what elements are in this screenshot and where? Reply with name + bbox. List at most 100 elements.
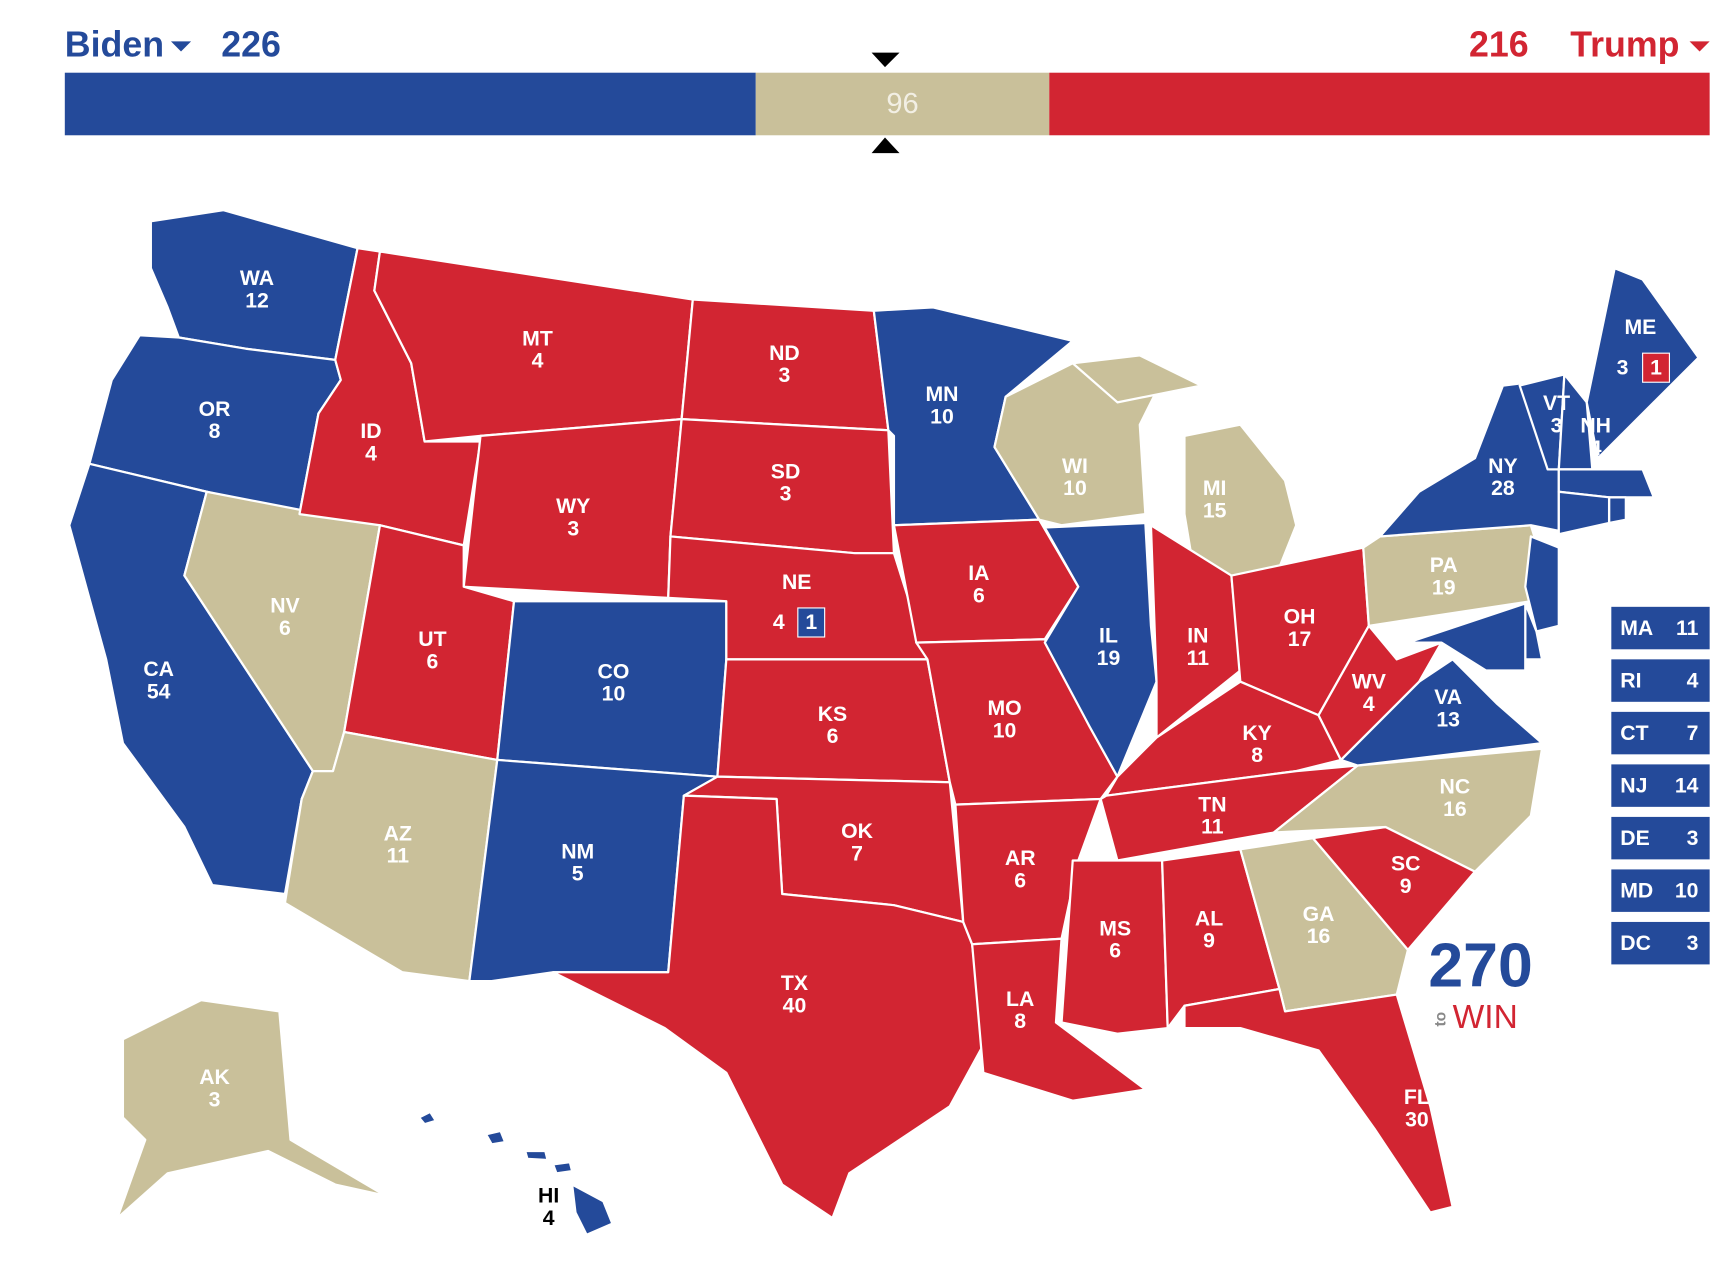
state-shape <box>1183 987 1454 1214</box>
state-abbr: MO <box>987 697 1021 720</box>
state-abbr: KS <box>818 703 847 726</box>
state-votes: 6 <box>973 584 985 607</box>
state-abbr: ND <box>769 342 800 365</box>
state-votes: 10 <box>930 406 954 429</box>
small-state-box <box>1611 869 1710 912</box>
small-state-abbr: MD <box>1620 879 1653 902</box>
state-shape <box>1607 496 1627 525</box>
state-votes: 30 <box>1405 1108 1429 1131</box>
small-state-votes: 3 <box>1687 827 1699 850</box>
state-shape <box>116 999 387 1220</box>
state-shape <box>1060 859 1169 1035</box>
state-abbr: WA <box>240 267 274 290</box>
state-shape <box>1071 354 1203 404</box>
small-state-votes: 3 <box>1687 932 1699 955</box>
state-abbr: TN <box>1198 793 1226 816</box>
district-votes: 1 <box>1650 356 1662 379</box>
state-abbr: OH <box>1284 606 1316 629</box>
state-shape <box>971 937 1147 1102</box>
small-state-votes: 10 <box>1675 879 1699 902</box>
state-shape <box>1149 524 1242 739</box>
state-votes: 8 <box>209 420 221 443</box>
small-state-votes: 14 <box>1675 774 1699 797</box>
state-shape <box>484 1129 507 1146</box>
state-votes: 12 <box>245 289 269 312</box>
state-votes: 3 <box>779 364 791 387</box>
state-abbr: IA <box>968 562 989 585</box>
state-votes: 54 <box>147 680 171 703</box>
small-state-abbr: RI <box>1620 669 1641 692</box>
state-abbr: MS <box>1099 917 1131 940</box>
small-state-box <box>1611 711 1710 755</box>
state-votes: 16 <box>1307 925 1331 948</box>
state-votes: 5 <box>572 863 584 886</box>
state-abbr: NM <box>561 840 594 863</box>
state-votes: 8 <box>1251 744 1263 767</box>
dem-total: 226 <box>221 24 281 64</box>
state-votes: 19 <box>1432 577 1456 600</box>
state-abbr: MN <box>925 383 958 406</box>
state-abbr: NY <box>1488 455 1517 478</box>
state-abbr: UT <box>418 628 446 651</box>
state-abbr: TX <box>781 972 808 995</box>
state-shape <box>571 1183 614 1236</box>
state-votes: 3 <box>567 517 579 540</box>
state-abbr: NE <box>782 571 811 594</box>
state-votes: 11 <box>1201 816 1224 839</box>
state-votes: 3 <box>780 483 792 506</box>
state-shape <box>552 794 985 1220</box>
state-votes: 19 <box>1097 647 1121 670</box>
state-abbr: MI <box>1203 477 1227 500</box>
state-votes: 9 <box>1400 875 1412 898</box>
district-votes: 1 <box>805 611 817 634</box>
state-abbr: NH <box>1580 415 1611 438</box>
state-votes: 4 <box>543 1207 555 1230</box>
state-abbr: SC <box>1391 853 1420 876</box>
state-abbr: MT <box>522 327 553 350</box>
state-abbr: OK <box>841 820 874 843</box>
state-shape <box>1557 468 1655 499</box>
state-abbr: HI <box>538 1184 559 1207</box>
dropdown-caret[interactable] <box>1689 41 1710 52</box>
state-shape <box>1183 423 1298 583</box>
dem-candidate[interactable]: Biden <box>65 24 164 64</box>
state-abbr: AR <box>1005 847 1036 870</box>
state-votes: 4 <box>365 442 377 465</box>
state-votes: 6 <box>827 725 839 748</box>
state-votes: 13 <box>1436 708 1460 731</box>
state-votes: 10 <box>602 683 626 706</box>
state-shape <box>417 1110 437 1126</box>
state-votes: 17 <box>1288 628 1312 651</box>
state-abbr: WI <box>1062 455 1088 478</box>
small-state-box <box>1611 764 1710 807</box>
state-abbr: LA <box>1006 988 1034 1011</box>
state-shape <box>1406 602 1527 672</box>
state-votes: 28 <box>1491 477 1515 500</box>
state-abbr: GA <box>1303 903 1335 926</box>
state-abbr: NC <box>1440 775 1471 798</box>
state-abbr: ID <box>360 420 381 443</box>
tally-segment <box>1049 72 1710 136</box>
small-state-abbr: DE <box>1620 827 1649 850</box>
state-votes: 8 <box>1014 1010 1026 1033</box>
state-abbr: WV <box>1352 670 1386 693</box>
midpoint-marker <box>871 52 900 68</box>
state-abbr: ME <box>1624 316 1656 339</box>
logo-word: WIN <box>1453 999 1518 1036</box>
state-votes: 3 <box>1551 415 1563 438</box>
state-votes: 4 <box>773 611 785 634</box>
state-abbr: AK <box>199 1066 230 1089</box>
state-abbr: CO <box>598 660 630 683</box>
midpoint-marker <box>871 137 900 154</box>
rep-candidate[interactable]: Trump <box>1570 24 1679 64</box>
state-votes: 3 <box>1617 356 1629 379</box>
logo-number: 270 <box>1428 931 1532 1001</box>
state-abbr: AZ <box>384 822 412 845</box>
state-shape <box>993 362 1164 527</box>
state-votes: 16 <box>1443 798 1467 821</box>
small-state-votes: 4 <box>1687 669 1699 692</box>
state-votes: 6 <box>1109 940 1121 963</box>
dropdown-caret[interactable] <box>170 41 192 52</box>
state-abbr: FL <box>1404 1086 1430 1109</box>
state-abbr: KY <box>1242 722 1271 745</box>
